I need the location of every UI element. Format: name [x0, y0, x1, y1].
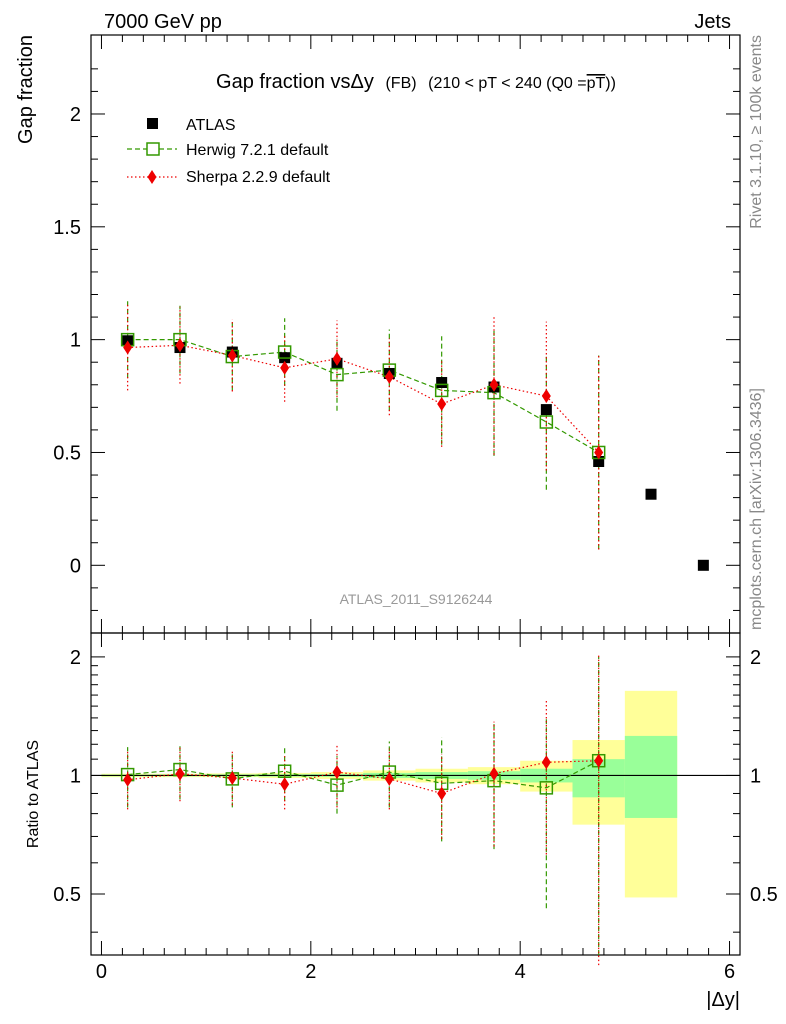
- ratio-point-sherpa: [384, 771, 394, 786]
- main-ytick-label: 1.5: [53, 217, 81, 239]
- main-ytick-label: 2: [70, 104, 81, 126]
- ratio-ytick-label: 1: [70, 765, 81, 787]
- main-point-atlas: [645, 488, 657, 500]
- ratio-point-sherpa: [280, 777, 290, 792]
- main-point-sherpa: [175, 338, 185, 353]
- main-point-sherpa: [280, 360, 290, 375]
- main-ytick-label: 1: [70, 330, 81, 352]
- xtick-label: 6: [724, 961, 735, 983]
- legend-label-sherpa: Sherpa 2.2.9 default: [186, 169, 331, 186]
- main-point-sherpa: [437, 396, 447, 411]
- main-y-ticks: 0 0.5 1 1.5 2: [53, 68, 740, 611]
- xtick-label: 4: [515, 961, 526, 983]
- ratio-point-sherpa: [227, 771, 237, 786]
- main-line-herwig: [127, 339, 599, 453]
- ratio-ytick-label-right: 0.5: [750, 884, 778, 906]
- main-ytick-label: 0: [70, 555, 81, 577]
- main-point-atlas: [593, 455, 605, 467]
- main-point-sherpa: [489, 377, 499, 392]
- process-label: Jets: [694, 11, 731, 33]
- legend-label-herwig: Herwig 7.2.1 default: [186, 142, 329, 159]
- main-point-sherpa: [332, 351, 342, 366]
- ratio-ytick-label: 0.5: [53, 884, 81, 906]
- main-ylabel: Gap fraction: [15, 35, 37, 144]
- chart-title-main: Gap fraction vsΔy: [216, 71, 374, 93]
- main-point-sherpa: [541, 389, 551, 404]
- ratio-ytick-label-right: 2: [750, 647, 761, 669]
- ratio-line-sherpa: [127, 760, 599, 795]
- ratio-series: [120, 654, 606, 966]
- main-point-sherpa: [384, 369, 394, 384]
- ratio-point-herwig: [539, 781, 554, 795]
- ratio-y-ticks: 0.5 0.5 1 1 2 2: [53, 647, 778, 933]
- chart-title: Gap fraction vsΔy (FB) (210 < pT < 240 (…: [216, 71, 616, 93]
- x-ticks: 0 2 4 6: [96, 35, 735, 983]
- ratio-band-green: [624, 735, 678, 818]
- main-point-sherpa: [227, 348, 237, 363]
- legend-label-atlas: ATLAS: [186, 117, 236, 134]
- chart-title-suffix: (FB): [385, 75, 416, 92]
- legend-marker-atlas: [147, 118, 158, 129]
- legend-marker-sherpa: [147, 170, 157, 184]
- ratio-point-sherpa: [332, 765, 342, 780]
- xtick-label: 0: [96, 961, 107, 983]
- ratio-point-sherpa: [123, 772, 133, 787]
- ratio-ylabel: Ratio to ATLAS: [25, 740, 42, 848]
- chart-title-cut: (210 < pT < 240 (Q0 =: [428, 75, 586, 92]
- ratio-ytick-label: 2: [70, 647, 81, 669]
- ratio-point-sherpa: [594, 753, 604, 768]
- chart-title-cut-overline: pT: [587, 75, 606, 92]
- main-point-herwig: [277, 345, 292, 359]
- energy-label: 7000 GeV pp: [104, 11, 222, 33]
- legend: ATLAS Herwig 7.2.1 default Sherpa 2.2.9 …: [127, 117, 331, 186]
- main-point-atlas: [540, 404, 552, 416]
- chart-title-cut-close: )): [605, 75, 616, 92]
- ratio-point-sherpa: [541, 755, 551, 770]
- xtick-label: 2: [305, 961, 316, 983]
- ratio-point-sherpa: [489, 766, 499, 781]
- ratio-bands: [91, 690, 740, 898]
- main-series: [120, 301, 709, 571]
- main-ytick-label: 0.5: [53, 442, 81, 464]
- ratio-point-sherpa: [175, 766, 185, 781]
- main-line-sherpa: [127, 344, 600, 453]
- main-point-atlas: [436, 377, 448, 389]
- main-point-sherpa: [594, 445, 604, 460]
- main-point-herwig: [434, 383, 449, 398]
- main-point-herwig: [330, 367, 344, 382]
- main-point-atlas: [697, 559, 709, 571]
- ratio-ytick-label-right: 1: [750, 765, 761, 787]
- rivet-label: Rivet 3.1.10, ≥ 100k events: [748, 35, 765, 229]
- main-point-herwig: [539, 415, 554, 429]
- ratio-point-sherpa: [437, 786, 447, 801]
- analysis-label: ATLAS_2011_S9126244: [340, 591, 493, 607]
- mcplots-label: mcplots.cern.ch [arXiv:1306.3436]: [748, 388, 765, 630]
- ratio-point-herwig: [330, 778, 344, 792]
- ratio-xlabel: |Δy|: [706, 989, 740, 1011]
- legend-marker-herwig: [146, 142, 160, 156]
- main-point-sherpa: [123, 340, 133, 355]
